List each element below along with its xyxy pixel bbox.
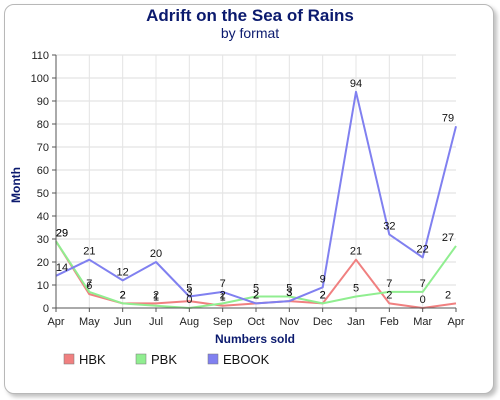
legend: HBK PBK EBOOK — [63, 352, 270, 367]
gridlines — [56, 54, 456, 308]
data-label-pbk: 0 — [186, 294, 192, 306]
data-label-pbk: 7 — [420, 278, 426, 290]
x-tick-label: May — [79, 316, 100, 328]
series-line-pbk — [55, 240, 457, 309]
data-label-ebook: 21 — [83, 246, 95, 258]
data-label-pbk: 5 — [286, 283, 292, 295]
x-axis-ticks: Apr May Jun Jul Aug Sep Oct Nov Dec Jan Feb Mar Apr — [47, 316, 464, 328]
y-tick-label: 110 — [31, 50, 49, 62]
data-label-ebook: 20 — [150, 248, 162, 260]
y-axis-ticks: 0 10 20 30 40 50 60 70 80 90 100 110 — [31, 50, 49, 315]
data-label-hbk: 21 — [350, 246, 362, 258]
data-label-pbk: 2 — [320, 289, 326, 301]
legend-label-ebook: EBOOK — [223, 352, 270, 367]
data-label-pbk: 7 — [86, 278, 92, 290]
y-tick-label: 90 — [37, 96, 49, 108]
y-tick-label: 0 — [43, 303, 49, 315]
x-tick-label: Jul — [149, 316, 163, 328]
y-tick-label: 60 — [37, 165, 49, 177]
data-label-hbk: 2 — [253, 289, 259, 301]
chart-subtitle: by format — [221, 25, 279, 41]
data-label-hbk: 2 — [320, 289, 326, 301]
data-label-ebook: 7 — [220, 278, 226, 290]
data-label-pbk: 29 — [56, 227, 68, 239]
chart-title: Adrift on the Sea of Rains — [146, 6, 354, 25]
data-label-pbk: 27 — [442, 232, 454, 244]
data-label-ebook: 2 — [253, 289, 259, 301]
data-label-hbk: 2 — [120, 289, 126, 301]
y-axis-title: Month — [9, 167, 23, 203]
x-tick-label: Jan — [347, 316, 365, 328]
data-label-ebook: 94 — [350, 78, 362, 90]
y-tick-label: 40 — [37, 211, 49, 223]
legend-label-hbk: HBK — [79, 352, 106, 367]
x-axis-title: Numbers sold — [215, 332, 295, 346]
data-label-hbk: 2 — [445, 289, 451, 301]
data-label-pbk: 2 — [120, 289, 126, 301]
y-tick-label: 80 — [37, 119, 49, 131]
data-label-hbk: 3 — [186, 287, 192, 299]
y-tick-label: 70 — [37, 142, 49, 154]
x-tick-label: Apr — [47, 316, 64, 328]
series-line-ebook — [55, 90, 457, 305]
data-label-pbk: 1 — [153, 292, 159, 304]
data-label-ebook: 12 — [117, 266, 129, 278]
y-tick-label: 10 — [37, 280, 49, 292]
data-label-hbk: 6 — [86, 280, 92, 292]
x-tick-label: Feb — [380, 316, 399, 328]
y-tick-label: 30 — [37, 234, 49, 246]
x-tick-label: Aug — [180, 316, 200, 328]
data-label-hbk: 29 — [56, 227, 68, 239]
data-label-hbk: 0 — [420, 294, 426, 306]
series-lines — [55, 90, 457, 309]
x-tick-label: Nov — [280, 316, 300, 328]
data-label-ebook: 22 — [417, 243, 429, 255]
data-label-ebook: 32 — [383, 220, 395, 232]
data-label-hbk: 1 — [220, 292, 226, 304]
axes — [52, 54, 457, 312]
x-tick-label: Jun — [114, 316, 132, 328]
data-label-hbk: 3 — [286, 287, 292, 299]
legend-swatch-hbk — [63, 353, 75, 365]
x-tick-label: Mar — [413, 316, 432, 328]
data-label-pbk: 5 — [253, 283, 259, 295]
data-label-ebook: 3 — [286, 287, 292, 299]
y-tick-label: 50 — [37, 188, 49, 200]
x-tick-label: Dec — [313, 316, 333, 328]
data-label-hbk: 2 — [386, 289, 392, 301]
data-label-pbk: 5 — [353, 283, 359, 295]
legend-swatch-pbk — [135, 353, 147, 365]
data-label-ebook: 14 — [56, 262, 68, 274]
y-tick-label: 20 — [37, 257, 49, 269]
data-label-ebook: 9 — [320, 273, 326, 285]
legend-label-pbk: PBK — [151, 352, 177, 367]
x-tick-label: Oct — [247, 316, 264, 328]
x-tick-label: Sep — [213, 316, 233, 328]
data-label-pbk: 7 — [386, 278, 392, 290]
y-tick-label: 100 — [31, 73, 49, 85]
x-tick-label: Apr — [447, 316, 464, 328]
data-label-ebook: 79 — [442, 112, 454, 124]
data-label-hbk: 2 — [153, 289, 159, 301]
chart-frame — [4, 4, 494, 394]
data-label-ebook: 5 — [186, 283, 192, 295]
data-label-pbk: 2 — [220, 289, 226, 301]
legend-swatch-ebook — [207, 353, 219, 365]
